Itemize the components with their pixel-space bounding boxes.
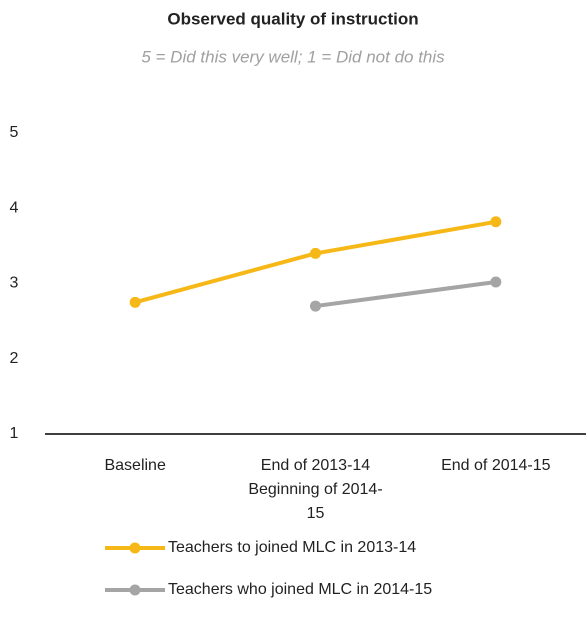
legend-marker — [129, 542, 141, 554]
y-tick-label: 3 — [10, 275, 19, 292]
x-tick-label: Baseline — [104, 457, 166, 474]
legend-label: Teachers to joined MLC in 2013-14 — [168, 539, 416, 556]
x-tick-label: End of 2014-15 — [441, 457, 551, 474]
data-point — [129, 296, 141, 308]
data-point — [490, 276, 502, 288]
chart-title: Observed quality of instruction — [167, 9, 418, 28]
y-tick-label: 1 — [10, 425, 19, 442]
legend-marker — [129, 584, 141, 596]
data-point — [310, 247, 321, 259]
y-tick-label: 2 — [10, 350, 19, 367]
data-point — [490, 216, 502, 228]
chart-subtitle: 5 = Did this very well; 1 = Did not do t… — [141, 47, 445, 66]
legend-label: Teachers who joined MLC in 2014-15 — [168, 581, 432, 598]
series-line — [315, 280, 497, 309]
y-tick-label: 4 — [10, 199, 19, 216]
data-point — [310, 300, 321, 312]
y-tick-label: 5 — [10, 124, 19, 141]
x-tick-label: End of 2013-14 Beginning of 2014-15 — [248, 457, 383, 522]
